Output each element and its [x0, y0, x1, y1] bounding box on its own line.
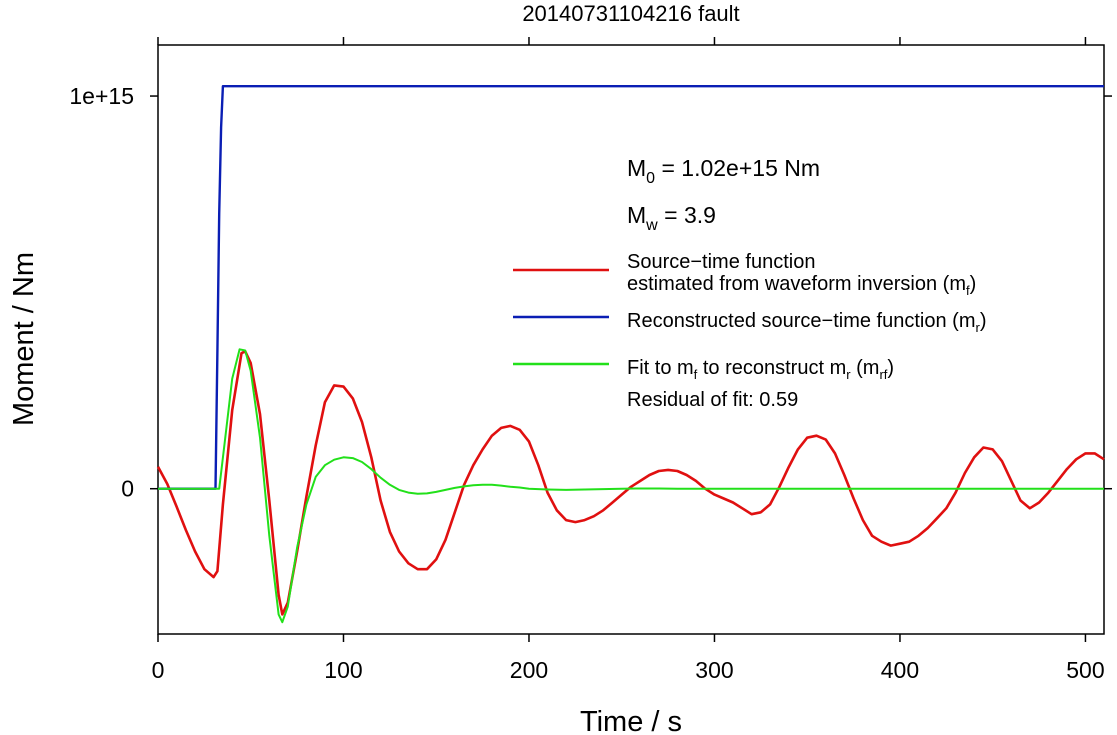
axis-tick-labels: 0 100 200 300 400 500 0 1e+15 — [69, 83, 1104, 683]
x-tick-label: 500 — [1066, 657, 1104, 683]
y-tick-label: 0 — [121, 476, 134, 502]
moment-magnitude-annotation: Mw = 3.9 — [627, 202, 716, 234]
seismic-moment-annotation: M0 = 1.02e+15 Nm — [627, 155, 820, 187]
chart-title: 20140731104216 fault — [522, 1, 739, 26]
x-tick-label: 300 — [695, 657, 733, 683]
x-tick-label: 200 — [510, 657, 548, 683]
x-axis-label: Time / s — [580, 706, 682, 735]
x-tick-label: 0 — [152, 657, 165, 683]
legend-label-blue: Reconstructed source−time function (mr) — [627, 310, 987, 335]
axis-ticks — [150, 37, 1112, 642]
legend-label-green: Fit to mf to reconstruct mr (mrf) — [627, 357, 894, 382]
data-series — [156, 84, 1105, 624]
residual-annotation: Residual of fit: 0.59 — [627, 389, 798, 411]
legend-label-red: estimated from waveform inversion (mf) — [627, 273, 976, 298]
y-axis-label: Moment / Nm — [8, 252, 40, 426]
legend-label-red: Source−time function — [627, 251, 815, 273]
y-tick-label: 1e+15 — [69, 83, 134, 109]
plot-frame — [157, 44, 1105, 635]
x-tick-label: 100 — [324, 657, 362, 683]
series-line-green — [158, 348, 1104, 624]
x-tick-label: 400 — [881, 657, 919, 683]
